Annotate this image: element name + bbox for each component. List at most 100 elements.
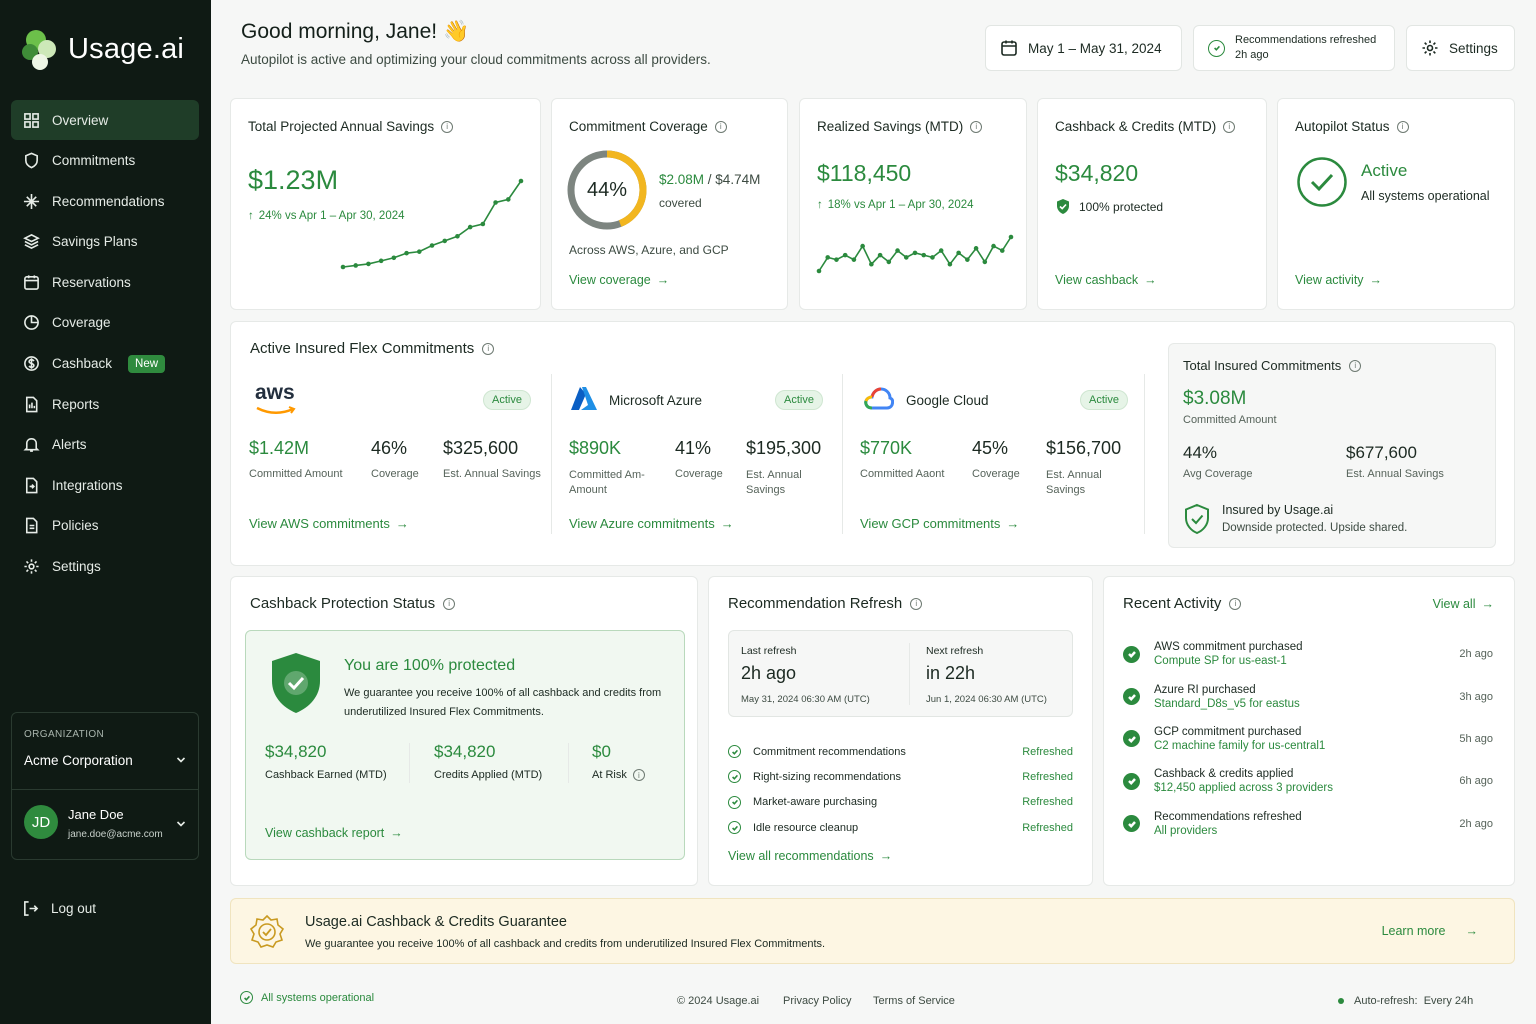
info-icon[interactable]: i [970,120,983,133]
sidebar-item-coverage[interactable]: Coverage [11,303,199,343]
calendar-icon [24,275,39,290]
sidebar-item-label: Commitments [52,153,136,169]
refresh-status[interactable]: Recommendations refreshed 2h ago [1193,25,1395,71]
layers-icon [23,234,40,250]
calendar-icon [1001,40,1017,56]
info-icon[interactable]: i [443,597,456,610]
activity-item[interactable]: Cashback & credits applied $12,450 applie… [1123,760,1493,802]
trend-point [834,257,839,262]
sidebar-item-commitments[interactable]: Commitments [11,141,199,181]
activity-item[interactable]: Azure RI purchased Standard_D8s_v5 for ea… [1123,675,1493,717]
logo[interactable]: Usage.ai [20,26,184,72]
info-icon[interactable]: i [1349,359,1362,372]
date-range-label: May 1 – May 31, 2024 [1028,40,1162,56]
sidebar-item-label: Overview [52,112,109,128]
check-circle-icon [1123,730,1140,748]
view-coverage-link[interactable]: View coverage → [569,273,669,287]
activity-detail: Compute SP for us-east-1 [1154,655,1287,668]
coverage-gauge [567,150,647,230]
sidebar-item-cashback[interactable]: Cashback New [11,344,199,384]
trend-point [903,255,909,260]
link-label: View coverage [569,273,651,287]
link-label: View cashback [1055,273,1139,287]
provider-card-azure: Microsoft Azure Active $890K Committed A… [569,374,841,534]
recent-activity-panel: Recent Activity i View all → AWS commitmen… [1103,576,1515,886]
chevron-down-icon[interactable] [176,819,186,829]
sidebar-item-savings-plans[interactable]: Savings Plans [11,222,199,262]
sparkle-icon [23,193,40,209]
aws-logo: aws [255,381,295,404]
view-aws-link[interactable]: View AWS commitments → [249,516,409,531]
view-cashback-report-link[interactable]: View cashback report → [265,826,403,840]
page-title: Good morning, Jane! 👋 [241,20,470,43]
logo-text: Usage.ai [68,32,185,65]
sidebar-item-settings[interactable]: Settings [11,547,199,587]
check-circle-icon [728,745,741,759]
privacy-link[interactable]: Privacy Policy [783,995,852,1007]
view-activity-link[interactable]: View activity → [1295,273,1382,287]
check-circle-icon [1123,815,1140,833]
info-icon[interactable]: i [1396,120,1409,133]
info-icon[interactable]: i [441,120,454,133]
view-all-recommendations-link[interactable]: View all recommendations → [728,849,892,863]
activity-item[interactable]: AWS commitment purchased Compute SP for u… [1123,633,1493,675]
logout-button[interactable]: Log out [22,900,96,917]
total-value: $3.08M [1183,388,1247,409]
link-label: View cashback report [265,826,385,840]
banner-body: We guarantee you receive 100% of all cas… [305,938,826,950]
trend-point [938,248,944,253]
info-icon[interactable]: i [1229,597,1242,610]
activity-detail: Standard_D8s_v5 for eastus [1154,697,1300,710]
settings-button[interactable]: Settings [1406,25,1515,71]
learn-more-link[interactable]: Learn more → [1382,924,1478,938]
sidebar-item-policies[interactable]: Policies [11,506,199,546]
check-circle-icon [728,770,741,784]
info-icon[interactable]: i [1223,120,1236,133]
view-azure-link[interactable]: View Azure commitments → [569,516,734,531]
report-icon [25,396,38,413]
sidebar-item-integrations[interactable]: Integrations [11,465,199,505]
sidebar-item-label: Recommendations [52,193,165,209]
sidebar-item-alerts[interactable]: Alerts [11,425,199,465]
sidebar-item-overview[interactable]: Overview [11,100,199,140]
protection-headline: You are 100% protected [344,657,516,674]
provider-name: Google Cloud [906,393,989,408]
arrow-right-icon: → [1481,597,1495,611]
activity-item[interactable]: GCP commitment purchased C2 machine famil… [1123,718,1493,760]
activity-detail: $12,450 applied across 3 providers [1154,782,1334,795]
chevron-down-icon[interactable] [176,755,186,765]
date-range-picker[interactable]: May 1 – May 31, 2024 [985,25,1182,71]
org-switcher[interactable]: ORGANIZATION Acme Corporation JD Jane Do… [11,712,199,860]
activity-detail: All providers [1154,824,1218,837]
trend-point [480,221,486,227]
sidebar-item-reports[interactable]: Reports [11,384,199,424]
arrow-right-icon: → [656,273,670,287]
refresh-item-label: Right-sizing recommendations [753,770,901,783]
status-badge: Active [483,390,531,410]
provider-coverage-label: Coverage [675,468,723,480]
info-icon[interactable]: i [910,597,923,610]
trend-point [886,259,892,265]
logout-icon [24,901,39,916]
terms-link[interactable]: Terms of Service [873,995,955,1007]
view-all-activity-link[interactable]: View all → [1433,597,1494,611]
trend-point [869,261,874,267]
sidebar-item-label: Integrations [52,477,123,493]
coverage-note: Across AWS, Azure, and GCP [569,243,729,257]
info-icon[interactable]: i [482,342,495,355]
view-gcp-link[interactable]: View GCP commitments → [860,516,1019,531]
status-dot-icon [1338,998,1344,1004]
activity-item[interactable]: Recommendations refreshed All providers 2h… [1123,803,1493,845]
info-icon[interactable]: i [714,120,727,133]
guarantee-banner: Usage.ai Cashback & Credits Guarantee We… [230,898,1515,964]
sidebar-item-reservations[interactable]: Reservations [11,262,199,302]
info-icon[interactable]: i [632,769,645,781]
avatar[interactable]: JD [24,805,58,839]
check-circle-icon [1297,157,1347,207]
sidebar-item-recommendations[interactable]: Recommendations [11,181,199,221]
view-cashback-link[interactable]: View cashback → [1055,273,1157,287]
provider-coverage: 45% [972,438,1009,458]
trend-point [921,252,927,258]
avg-coverage-label: Avg Coverage [1183,468,1253,480]
trend-point [816,268,822,274]
